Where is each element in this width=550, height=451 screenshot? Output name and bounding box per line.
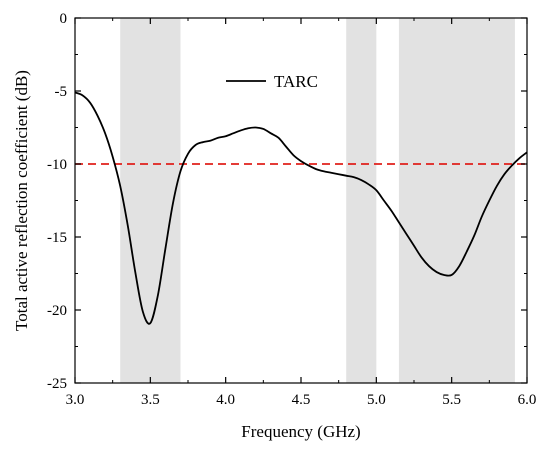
x-axis-title: Frequency (GHz): [241, 422, 360, 441]
y-tick-label: -25: [47, 376, 67, 392]
x-tick-label: 3.5: [141, 392, 160, 408]
y-tick-label: 0: [60, 11, 68, 27]
shaded-band-2: [346, 18, 377, 383]
x-tick-label: 6.0: [518, 392, 537, 408]
y-axis-title: Total active reflection coefficient (dB): [12, 70, 31, 331]
x-tick-label: 5.5: [442, 392, 461, 408]
x-axis-ticks: 3.0 3.5 4.0 4.5 5.0 5.5 6.0: [66, 18, 537, 408]
shaded-band-3: [398, 18, 515, 383]
series-line-tarc: [74, 91, 528, 325]
y-tick-label: -10: [47, 157, 67, 173]
x-tick-label: 5.0: [367, 392, 386, 408]
x-tick-label: 4.0: [216, 392, 235, 408]
shaded-bands: [120, 18, 515, 383]
x-tick-label: 4.5: [292, 392, 311, 408]
y-tick-label: -15: [47, 230, 67, 246]
y-axis-ticks: 0 -5 -10 -15 -20 -25: [47, 11, 527, 392]
x-tick-label: 3.0: [66, 392, 85, 408]
y-tick-label: -5: [55, 84, 68, 100]
legend-label-tarc: TARC: [274, 72, 318, 91]
shaded-band-1: [120, 18, 181, 383]
legend: TARC: [226, 72, 318, 91]
y-tick-label: -20: [47, 303, 67, 319]
